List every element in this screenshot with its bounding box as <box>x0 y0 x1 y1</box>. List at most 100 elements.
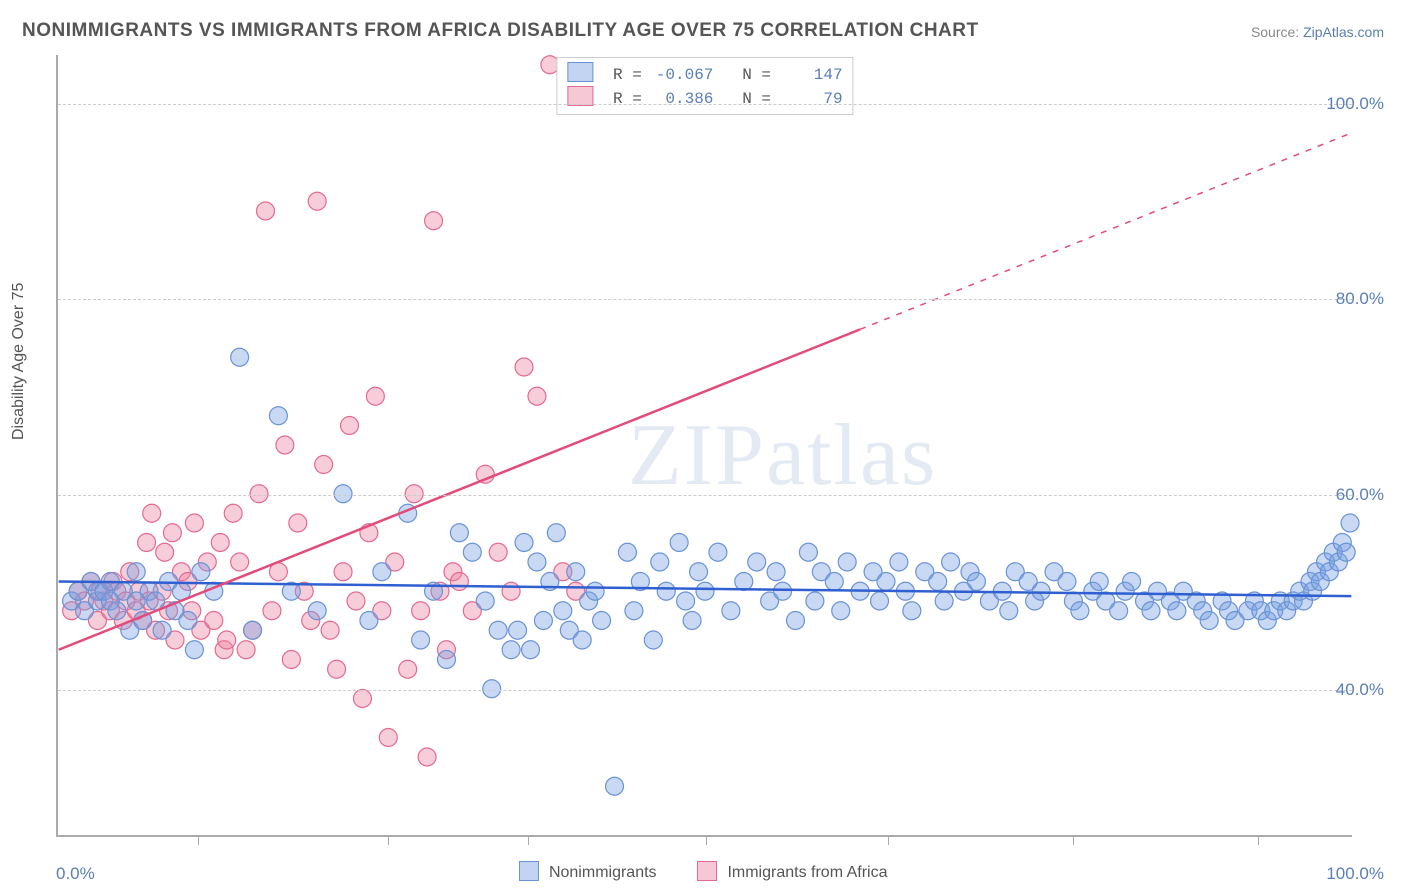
data-point <box>502 641 520 659</box>
data-point <box>211 534 229 552</box>
stat-swatch-0 <box>567 62 593 82</box>
legend-label-1: Immigrants from Africa <box>727 864 887 881</box>
y-axis-label: Disability Age Over 75 <box>10 283 28 440</box>
data-point <box>522 641 540 659</box>
plot-svg <box>58 55 1352 835</box>
data-point <box>425 212 443 230</box>
data-point <box>366 387 384 405</box>
data-point <box>677 592 695 610</box>
data-point <box>806 592 824 610</box>
data-point <box>489 543 507 561</box>
x-tick <box>528 835 529 845</box>
x-tick <box>388 835 389 845</box>
data-point <box>308 602 326 620</box>
data-point <box>509 621 527 639</box>
stat-n-0: 147 <box>781 64 843 86</box>
data-point <box>450 524 468 542</box>
legend-item-1: Immigrants from Africa <box>697 861 887 882</box>
data-point <box>153 621 171 639</box>
data-point <box>735 573 753 591</box>
data-point <box>450 573 468 591</box>
trend-line-solid <box>59 329 860 649</box>
data-point <box>573 631 591 649</box>
plot-area: R = -0.067 N = 147 R = 0.386 N = 79 ZIPa… <box>56 55 1352 837</box>
data-point <box>825 573 843 591</box>
data-point <box>328 660 346 678</box>
data-point <box>418 748 436 766</box>
data-point <box>593 612 611 630</box>
data-point <box>231 553 249 571</box>
data-point <box>483 680 501 698</box>
data-point <box>360 612 378 630</box>
data-point <box>690 563 708 581</box>
data-point <box>515 534 533 552</box>
data-point <box>1058 573 1076 591</box>
data-point <box>547 524 565 542</box>
data-point <box>871 592 889 610</box>
data-point <box>347 592 365 610</box>
x-tick <box>1258 835 1259 845</box>
data-point <box>437 651 455 669</box>
data-point <box>237 641 255 659</box>
data-point <box>263 602 281 620</box>
data-point <box>774 582 792 600</box>
data-point <box>748 553 766 571</box>
legend-label-0: Nonimmigrants <box>549 864 657 881</box>
data-point <box>405 485 423 503</box>
data-point <box>412 602 430 620</box>
data-point <box>502 582 520 600</box>
data-point <box>353 690 371 708</box>
data-point <box>877 573 895 591</box>
data-point <box>231 348 249 366</box>
data-point <box>289 514 307 532</box>
data-point <box>1123 573 1141 591</box>
stat-r-0: -0.067 <box>651 64 713 86</box>
data-point <box>618 543 636 561</box>
data-point <box>185 514 203 532</box>
data-point <box>185 641 203 659</box>
x-tick <box>888 835 889 845</box>
data-point <box>257 202 275 220</box>
gridline-h <box>58 104 1352 105</box>
data-point <box>108 602 126 620</box>
data-point <box>651 553 669 571</box>
data-point <box>832 602 850 620</box>
data-point <box>205 612 223 630</box>
data-point <box>476 592 494 610</box>
data-point <box>276 436 294 454</box>
source-prefix: Source: <box>1251 24 1299 40</box>
data-point <box>683 612 701 630</box>
y-tick-label: 40.0% <box>1336 680 1384 700</box>
data-point <box>1000 602 1018 620</box>
data-point <box>528 553 546 571</box>
data-point <box>127 563 145 581</box>
data-point <box>163 524 181 542</box>
data-point <box>244 621 262 639</box>
data-point <box>709 543 727 561</box>
data-point <box>903 602 921 620</box>
data-point <box>1168 602 1186 620</box>
data-point <box>625 602 643 620</box>
data-point <box>1071 602 1089 620</box>
data-point <box>1142 602 1160 620</box>
data-point <box>379 729 397 747</box>
data-point <box>192 563 210 581</box>
data-point <box>334 563 352 581</box>
data-point <box>334 485 352 503</box>
data-point <box>967 573 985 591</box>
gridline-h <box>58 495 1352 496</box>
data-point <box>308 192 326 210</box>
x-tick <box>1073 835 1074 845</box>
legend-swatch-1 <box>697 861 717 881</box>
source-value: ZipAtlas.com <box>1303 24 1384 40</box>
source-label: Source: ZipAtlas.com <box>1251 24 1384 40</box>
legend-swatch-0 <box>519 861 539 881</box>
data-point <box>218 631 236 649</box>
data-point <box>1341 514 1359 532</box>
data-point <box>787 612 805 630</box>
bottom-legend: Nonimmigrants Immigrants from Africa <box>0 861 1406 882</box>
data-point <box>890 553 908 571</box>
data-point <box>1337 543 1355 561</box>
data-point <box>282 651 300 669</box>
data-point <box>929 573 947 591</box>
